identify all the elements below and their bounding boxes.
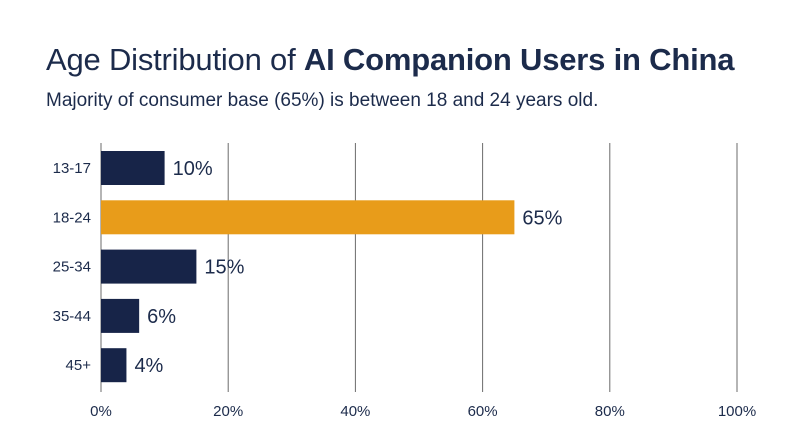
value-label: 10% xyxy=(173,158,213,180)
value-label: 15% xyxy=(204,257,244,279)
x-tick-label: 60% xyxy=(468,403,498,420)
value-label: 65% xyxy=(522,207,562,229)
x-tick-label: 20% xyxy=(213,403,243,420)
labels: 0% 20% 40% 60% 80% 100% 13-17 10% 18-24 65% 25-34 1… xyxy=(53,158,757,420)
bar-35-44 xyxy=(101,298,140,333)
value-label: 6% xyxy=(147,306,176,328)
x-tick-label: 40% xyxy=(340,403,370,420)
chart-title: Age Distribution of AI Companion Users i… xyxy=(46,40,734,80)
x-tick-label: 80% xyxy=(595,403,625,420)
chart-subtitle: Majority of consumer base (65%) is betwe… xyxy=(46,90,599,111)
bar-45+ xyxy=(101,348,127,383)
bar-25-34 xyxy=(101,249,197,284)
bars xyxy=(101,151,515,383)
x-tick-label: 0% xyxy=(90,403,112,420)
category-label: 13-17 xyxy=(53,160,91,177)
category-label: 18-24 xyxy=(53,209,91,226)
chart-title-bold: AI Companion Users in China xyxy=(303,42,735,77)
bar-13-17 xyxy=(101,151,165,185)
category-label: 35-44 xyxy=(53,308,91,325)
chart-title-regular: Age Distribution of xyxy=(46,42,304,77)
value-label: 4% xyxy=(134,355,163,377)
bar-18-24 xyxy=(101,200,515,235)
category-label: 25-34 xyxy=(53,259,91,276)
category-label: 45+ xyxy=(66,357,92,374)
x-tick-label: 100% xyxy=(718,403,756,420)
